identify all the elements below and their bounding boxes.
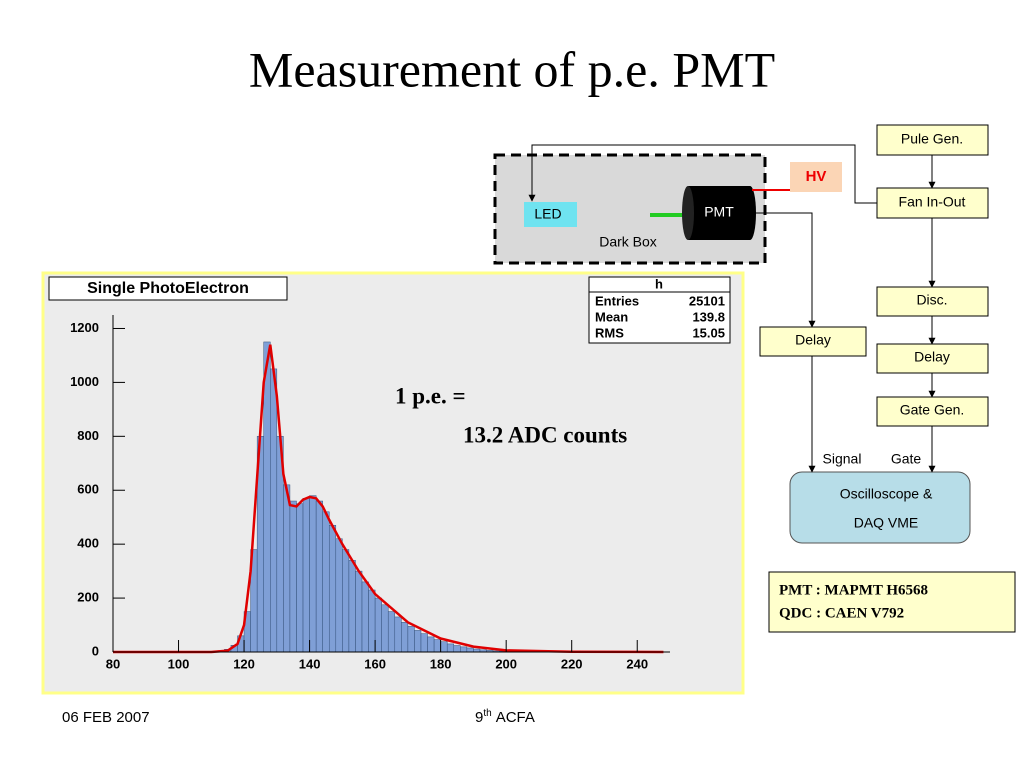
stats-label: Mean (595, 309, 628, 324)
scope-label: DAQ VME (854, 515, 919, 531)
y-tick-label: 800 (77, 428, 99, 443)
bar (368, 589, 376, 653)
led-box (524, 202, 577, 227)
info-line: PMT : MAPMT H6568 (779, 582, 928, 598)
hv-box (790, 162, 842, 192)
y-tick-label: 600 (77, 482, 99, 497)
gate-gen-label: Gate Gen. (900, 402, 965, 418)
x-tick-label: 100 (168, 656, 190, 671)
x-tick-label: 120 (233, 656, 255, 671)
hv-label: HV (806, 168, 827, 185)
y-tick-label: 1000 (70, 374, 99, 389)
bar (348, 560, 356, 653)
bar (289, 500, 297, 653)
stats-value: 139.8 (692, 309, 725, 324)
y-tick-label: 400 (77, 536, 99, 551)
bar (328, 525, 337, 653)
bar (394, 616, 402, 653)
bar (446, 643, 455, 653)
x-tick-label: 180 (430, 656, 452, 671)
y-tick-label: 0 (92, 643, 99, 658)
x-tick-label: 220 (561, 656, 583, 671)
bar (270, 368, 278, 653)
scope-box (789, 471, 971, 544)
pulse-gen-box (876, 124, 989, 156)
bar (387, 611, 396, 653)
x-tick-label: 140 (299, 656, 321, 671)
x-tick-label: 80 (106, 656, 120, 671)
bar (401, 622, 409, 653)
pmt-end (682, 186, 694, 240)
gate-label: Gate (891, 451, 922, 467)
delay-label: Delay (914, 349, 950, 365)
x-tick-label: 200 (495, 656, 517, 671)
delay-label: Delay (795, 332, 831, 348)
diagram: Dark Box LED PMT HV Pule Gen. Fan In-Out… (493, 124, 989, 544)
bar (381, 604, 389, 653)
y-tick-label: 1200 (70, 320, 99, 335)
fan-box (876, 187, 989, 219)
bar (322, 511, 330, 653)
footer-number: 9 (475, 709, 483, 726)
arrow (756, 212, 816, 328)
pmt-label: PMT (704, 204, 734, 220)
y-tick-label: 200 (77, 590, 99, 605)
info-box (768, 571, 1016, 633)
arrow (528, 144, 877, 204)
footer-suffix: th (483, 708, 491, 719)
bar (414, 630, 422, 653)
bar (309, 495, 317, 653)
stats-value: 15.05 (692, 325, 725, 340)
bar (407, 626, 415, 653)
bar (440, 641, 448, 653)
disc-label: Disc. (916, 292, 947, 308)
footer-event: 9th ACFA (475, 708, 535, 726)
chart-title: Single PhotoElectron (87, 280, 249, 297)
bar (296, 503, 304, 653)
pmt-body (688, 186, 750, 240)
stats-value: 25101 (689, 293, 725, 308)
signal-label: Signal (823, 451, 862, 467)
bar (460, 646, 468, 653)
gate-gen-box (876, 396, 989, 427)
slide-title: Measurement of p.e. PMT (249, 41, 775, 97)
bar (315, 500, 323, 653)
bar (453, 645, 461, 653)
stats-label: Entries (595, 293, 639, 308)
bar (263, 341, 271, 653)
fan-label: Fan In-Out (899, 194, 966, 210)
bar (342, 549, 350, 653)
pulse-gen-label: Pule Gen. (901, 131, 963, 147)
x-tick-label: 160 (364, 656, 386, 671)
bar (433, 639, 441, 653)
pmt-end (744, 186, 756, 240)
led-label: LED (534, 206, 561, 222)
bar (427, 636, 435, 653)
stats-name: h (655, 276, 663, 291)
fit-line (113, 344, 664, 654)
bar (355, 570, 363, 653)
info-line: QDC : CAEN V792 (779, 605, 904, 621)
x-tick-label: 240 (626, 656, 648, 671)
scope-label: Oscilloscope & (840, 486, 933, 502)
footer-date: 06 FEB 2007 (62, 709, 150, 726)
bar (302, 498, 310, 653)
bar (374, 597, 382, 653)
footer-text: ACFA (496, 709, 535, 726)
stats-box (588, 276, 731, 344)
bar (466, 647, 474, 653)
bar (361, 581, 369, 653)
bar (283, 484, 291, 653)
bar (335, 538, 343, 653)
annotation: 1 p.e. = (395, 383, 466, 408)
annotation: 13.2 ADC counts (463, 422, 627, 447)
dark-box-label: Dark Box (599, 234, 657, 250)
bar (420, 633, 428, 653)
delay-box (759, 326, 867, 357)
chart-title-box (48, 276, 288, 301)
stats-label: RMS (595, 325, 624, 340)
